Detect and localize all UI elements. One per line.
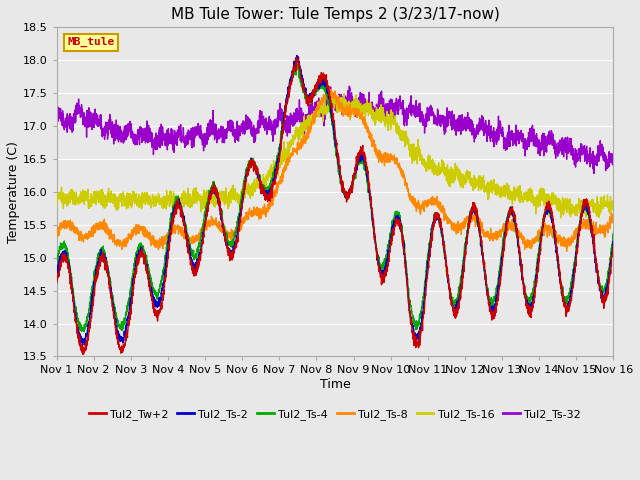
Tul2_Ts-4 (294, 61, 301, 67)
Tul2_Ts-16 (340, 91, 348, 96)
Tul2_Ts-2 (599, 294, 607, 300)
Tul2_Ts-2 (609, 240, 617, 246)
Tul2_Tw+2 (79, 351, 86, 357)
Tul2_Ts-8 (52, 228, 60, 234)
Y-axis label: Temperature (C): Temperature (C) (7, 141, 20, 243)
Tul2_Ts-16 (557, 215, 564, 221)
Tul2_Ts-2 (79, 342, 86, 348)
Tul2_Ts-16 (116, 197, 124, 203)
Tul2_Ts-8 (539, 228, 547, 234)
Tul2_Ts-4 (116, 324, 124, 330)
Title: MB Tule Tower: Tule Temps 2 (3/23/17-now): MB Tule Tower: Tule Temps 2 (3/23/17-now… (170, 7, 499, 22)
Tul2_Ts-2 (116, 334, 124, 340)
Tul2_Ts-8 (291, 148, 298, 154)
Tul2_Tw+2 (266, 198, 274, 204)
Line: Tul2_Ts-8: Tul2_Ts-8 (56, 89, 613, 251)
Tul2_Ts-4 (609, 230, 617, 236)
Tul2_Ts-8 (323, 86, 331, 92)
Line: Tul2_Ts-32: Tul2_Ts-32 (56, 86, 613, 173)
Tul2_Tw+2 (609, 242, 617, 248)
Tul2_Ts-4 (149, 287, 157, 292)
Tul2_Ts-2 (291, 65, 298, 71)
Line: Tul2_Ts-2: Tul2_Ts-2 (56, 56, 613, 345)
Tul2_Ts-4 (599, 288, 607, 294)
Tul2_Ts-32 (52, 117, 60, 123)
Tul2_Ts-32 (266, 122, 274, 128)
Tul2_Ts-4 (539, 216, 547, 222)
Tul2_Ts-32 (599, 153, 607, 158)
Tul2_Tw+2 (149, 300, 157, 306)
Tul2_Tw+2 (52, 280, 60, 286)
Tul2_Ts-32 (590, 170, 598, 176)
Tul2_Ts-32 (346, 83, 353, 89)
Tul2_Ts-8 (116, 238, 124, 243)
Tul2_Ts-4 (52, 262, 60, 267)
Tul2_Ts-4 (80, 329, 88, 335)
Line: Tul2_Ts-4: Tul2_Ts-4 (56, 64, 613, 332)
Line: Tul2_Tw+2: Tul2_Tw+2 (56, 58, 613, 354)
Tul2_Ts-2 (149, 300, 157, 306)
Tul2_Ts-2 (293, 53, 301, 59)
Tul2_Ts-16 (291, 135, 298, 141)
Tul2_Ts-32 (609, 151, 617, 157)
Tul2_Ts-8 (563, 248, 570, 254)
Tul2_Ts-16 (539, 189, 547, 194)
Tul2_Ts-2 (266, 185, 274, 191)
Tul2_Ts-8 (149, 236, 157, 241)
Tul2_Tw+2 (539, 220, 547, 226)
X-axis label: Time: Time (319, 378, 350, 391)
Tul2_Ts-32 (539, 140, 547, 146)
Tul2_Tw+2 (599, 295, 607, 301)
Tul2_Ts-32 (149, 141, 157, 146)
Tul2_Ts-2 (52, 275, 60, 281)
Tul2_Ts-16 (266, 167, 274, 172)
Tul2_Ts-8 (266, 201, 274, 206)
Tul2_Ts-4 (291, 67, 298, 72)
Tul2_Ts-16 (609, 203, 617, 208)
Tul2_Ts-16 (599, 204, 607, 210)
Tul2_Ts-4 (266, 180, 274, 186)
Tul2_Tw+2 (292, 55, 300, 60)
Text: MB_tule: MB_tule (68, 37, 115, 48)
Tul2_Ts-32 (116, 127, 124, 132)
Tul2_Tw+2 (291, 67, 298, 72)
Tul2_Ts-8 (609, 216, 617, 222)
Tul2_Ts-32 (291, 122, 298, 128)
Tul2_Ts-2 (539, 223, 547, 229)
Tul2_Ts-16 (52, 191, 60, 197)
Line: Tul2_Ts-16: Tul2_Ts-16 (56, 94, 613, 218)
Tul2_Ts-8 (599, 226, 607, 231)
Tul2_Tw+2 (116, 347, 124, 353)
Legend: Tul2_Tw+2, Tul2_Ts-2, Tul2_Ts-4, Tul2_Ts-8, Tul2_Ts-16, Tul2_Ts-32: Tul2_Tw+2, Tul2_Ts-2, Tul2_Ts-4, Tul2_Ts… (84, 405, 586, 425)
Tul2_Ts-16 (149, 200, 157, 205)
